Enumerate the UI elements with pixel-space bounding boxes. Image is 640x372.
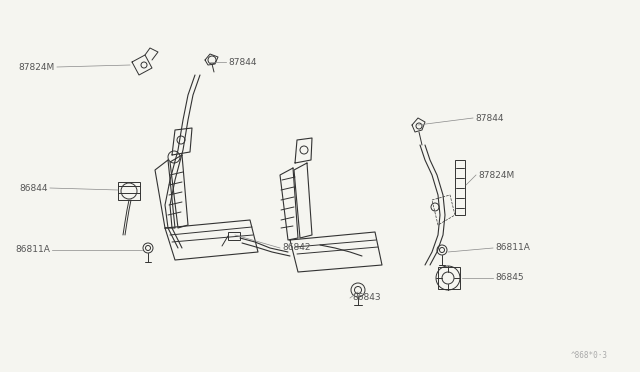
Bar [438, 267, 460, 289]
Text: 87844: 87844 [475, 113, 504, 122]
Text: 87824M: 87824M [19, 62, 55, 71]
Text: 86811A: 86811A [15, 246, 50, 254]
Text: 86843: 86843 [352, 294, 381, 302]
Text: 86842: 86842 [282, 244, 310, 253]
Text: 87844: 87844 [228, 58, 257, 67]
Text: 86844: 86844 [19, 183, 48, 192]
Text: 87824M: 87824M [478, 170, 515, 180]
Bar [455, 160, 465, 215]
Bar [228, 232, 240, 240]
Text: ^868*0·3: ^868*0·3 [571, 350, 608, 359]
Text: 86845: 86845 [495, 273, 524, 282]
Bar [118, 182, 140, 200]
Text: 86811A: 86811A [495, 244, 530, 253]
